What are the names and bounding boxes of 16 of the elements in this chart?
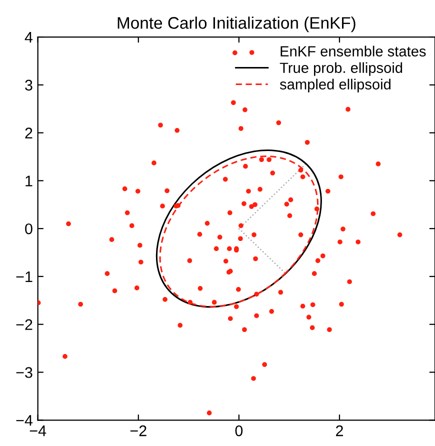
x-tick-label: 2: [336, 425, 343, 436]
annotation: sampled ellipsoid: [280, 78, 390, 92]
y-tick-label: 0: [25, 223, 32, 234]
y-tick-label: −1: [16, 271, 32, 282]
annotation: True prob. ellipsoid: [280, 62, 402, 76]
chart-title: Monte Carlo Initialization (EnKF): [118, 16, 356, 32]
y-tick-label: 3: [25, 80, 32, 91]
x-tick-label: −2: [130, 425, 146, 436]
legend-label: EnKF ensemble states: [280, 46, 426, 56]
y-tick-label: −2: [16, 319, 32, 330]
y-tick-label: −4: [16, 415, 33, 426]
x-tick-label: 0: [235, 425, 243, 436]
y-tick-label: 2: [25, 128, 32, 138]
y-tick-label: 1: [26, 176, 32, 186]
y-tick-label: −3: [16, 367, 32, 378]
y-tick-label: 4: [24, 32, 33, 43]
